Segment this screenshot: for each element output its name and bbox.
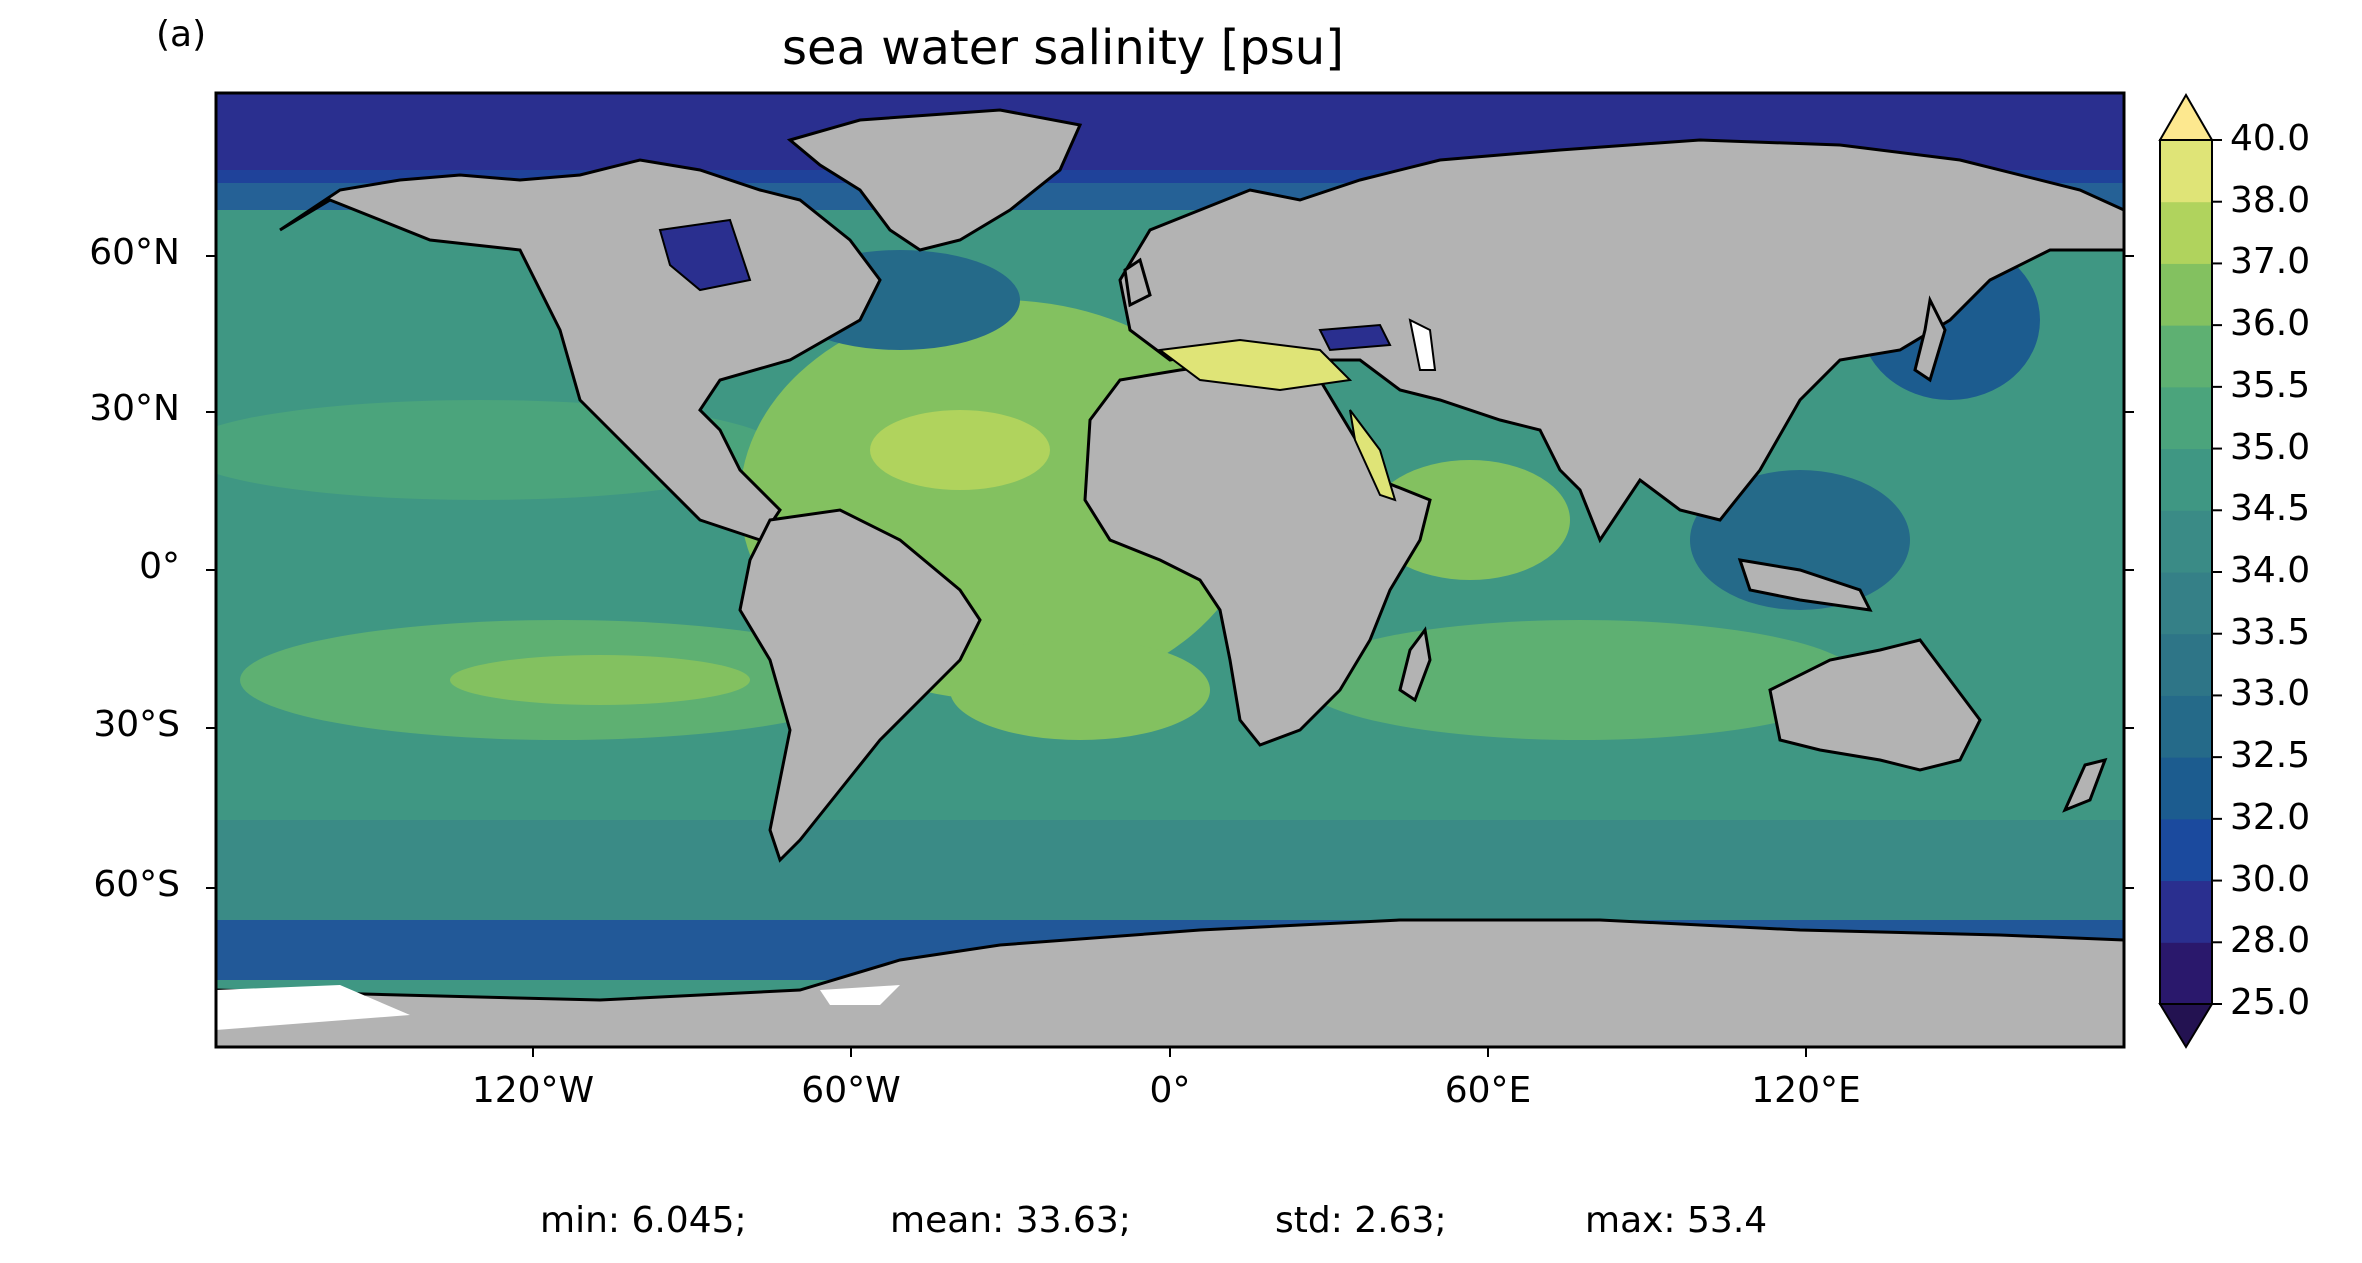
arabian-sea-band — [1370, 460, 1570, 580]
black-sea — [1318, 323, 1392, 352]
south-atlantic-salty-band — [950, 640, 1210, 740]
colorbar-under-arrow — [2158, 1003, 2214, 1049]
colorbar-band — [2160, 201, 2212, 264]
lat-label-eq: 0° — [139, 546, 180, 587]
stat-max: max: 53.4 — [1585, 1200, 1768, 1241]
colorbar-tick-label: 30.0 — [2230, 858, 2311, 900]
map-title: sea water salinity [psu] — [782, 20, 1344, 76]
colorbar-tick-label: 25.0 — [2230, 982, 2311, 1023]
colorbar-band — [2160, 880, 2212, 943]
indonesia — [1737, 558, 1873, 612]
colorbar-tick-label: 34.5 — [2230, 488, 2311, 530]
southern-ocean-band — [216, 820, 2124, 930]
colorbar-tick-label: 32.0 — [2230, 796, 2311, 838]
colorbar-band — [2160, 325, 2212, 388]
colorbar-tick-label: 38.0 — [2230, 179, 2311, 221]
colorbar-over-arrow — [2158, 93, 2214, 141]
caspian-sea — [1408, 318, 1437, 371]
colorbar-tick-label: 28.0 — [2230, 920, 2311, 962]
colorbar-band — [2160, 448, 2212, 511]
british-isles — [1123, 257, 1152, 308]
colorbar-tick-label: 37.0 — [2230, 241, 2311, 283]
colorbar-tick-label: 36.0 — [2230, 303, 2311, 345]
lon-label-0: 0° — [1149, 1070, 1191, 1111]
lat-label-30n: 30°N — [89, 388, 180, 429]
map-field — [216, 93, 2124, 1047]
antarctica — [216, 918, 2124, 1047]
lat-ticks — [206, 255, 2134, 889]
colorbar-band — [2160, 510, 2212, 573]
colorbar-band — [2160, 263, 2212, 326]
colorbar-tick-label: 34.0 — [2230, 550, 2311, 591]
colorbar-tick-label: 33.0 — [2230, 673, 2311, 715]
stat-mean: mean: 33.63; — [890, 1200, 1131, 1241]
hudson-bay — [658, 218, 752, 292]
colorbar-band — [2160, 386, 2212, 450]
colorbar-tick-label: 35.5 — [2230, 364, 2311, 406]
colorbar-tick-label: 33.5 — [2230, 611, 2311, 653]
madagascar — [1398, 626, 1432, 703]
colorbar — [2158, 93, 2222, 1049]
indian-ocean-band — [1300, 620, 1860, 740]
eurasia — [1118, 138, 2124, 544]
colorbar-tick-label: 40.0 — [2230, 118, 2311, 159]
lon-label-120e: 120°E — [1751, 1070, 1861, 1111]
colorbar-band — [2160, 695, 2212, 758]
lat-label-30s: 30°S — [93, 704, 180, 745]
colorbar-band — [2160, 633, 2212, 696]
colorbar-bands — [2160, 140, 2212, 1005]
lat-label-60s: 60°S — [93, 864, 180, 905]
lat-label-60n: 60°N — [89, 232, 180, 273]
colorbar-band — [2160, 572, 2212, 635]
australia — [1768, 638, 1982, 772]
greenland — [786, 108, 1083, 252]
panel-label: (a) — [156, 14, 207, 55]
lon-label-60e: 60°E — [1444, 1070, 1532, 1111]
red-sea — [1349, 409, 1397, 502]
antarctic-ice-missing-weddell — [820, 985, 900, 1005]
colorbar-band — [2160, 757, 2212, 820]
north-atlantic-salty-core — [870, 410, 1050, 490]
south-pacific-salty-core — [450, 655, 750, 705]
lon-label-120w: 120°W — [471, 1070, 595, 1111]
lon-label-60w: 60°W — [801, 1070, 901, 1111]
colorbar-tick-label: 32.5 — [2230, 735, 2311, 777]
colorbar-band — [2160, 140, 2212, 203]
mediterranean — [1157, 338, 1353, 392]
lon-ticks — [532, 1047, 1807, 1057]
colorbar-tick-label: 35.0 — [2230, 426, 2311, 468]
colorbar-ticks — [2212, 139, 2222, 1005]
stat-std: std: 2.63; — [1275, 1200, 1447, 1241]
south-america — [738, 508, 982, 863]
antarctic-ice-missing-left — [216, 985, 410, 1030]
japan — [1913, 295, 1947, 383]
new-zealand — [2062, 757, 2108, 813]
colorbar-band — [2160, 942, 2212, 1005]
colorbar-band — [2160, 818, 2212, 882]
stat-min: min: 6.045; — [540, 1200, 747, 1241]
